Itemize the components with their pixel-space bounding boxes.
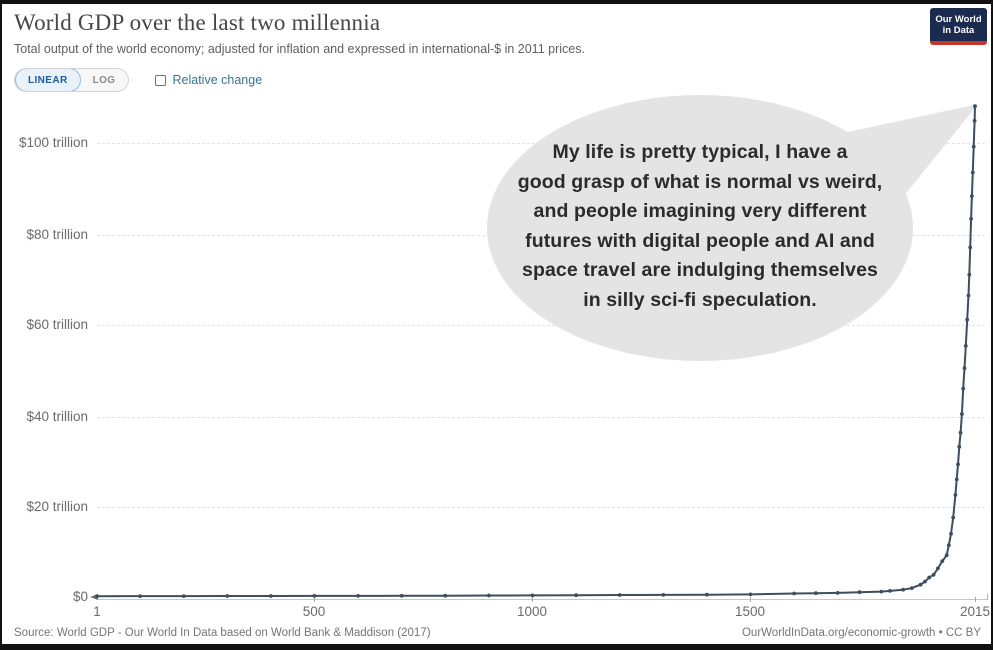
y-tick-label-60t: $60 trillion [26,317,88,332]
bubble-line-5: space travel are indulging themselves [522,259,878,281]
frame-border-top [0,0,993,4]
log-button[interactable]: LOG [92,74,116,86]
gridline-40t [97,417,985,418]
speech-bubble: My life is pretty typical, I have a good… [480,88,993,380]
bubble-line-4: futures with digital people and AI and [525,229,875,252]
chart-title: World GDP over the last two millennia [14,10,381,35]
owid-logo-line2: in Data [942,24,975,36]
relative-change-label: Relative change [172,73,263,87]
x-tick-label-500: 500 [302,604,326,619]
frame-border-left [0,0,2,650]
y-tick-label-0: $0 [72,589,88,604]
y-tick-label-20t: $20 trillion [26,499,88,514]
x-tick-500 [314,597,315,602]
chart-controls: LINEAR LOG Relative change [14,68,262,92]
owid-logo-line1: Our World [935,13,982,25]
frame-border-right [991,0,993,650]
owid-logo[interactable]: Our World in Data [930,8,987,45]
x-tick-1000 [532,597,533,602]
y-tick-label-80t: $80 trillion [26,227,88,242]
x-axis-end-tick [987,594,988,600]
x-axis [97,599,988,600]
x-tick-label-2015: 2015 [959,604,991,619]
bubble-line-3: and people imagining very different [533,200,867,222]
speech-bubble-text: My life is pretty typical, I have a good… [492,138,908,315]
bubble-line-1: My life is pretty typical, I have a [552,141,848,163]
x-tick-label-1000: 1000 [516,604,548,619]
x-tick-1500 [750,597,751,602]
attribution-link[interactable]: OurWorldInData.org/economic-growth • CC … [741,627,981,639]
bubble-line-2: good grasp of what is normal vs weird, [517,170,883,193]
chart-subtitle: Total output of the world economy; adjus… [14,42,585,56]
relative-change-control[interactable]: Relative change [154,73,263,87]
relative-change-checkbox[interactable] [154,74,166,86]
bubble-line-6: in silly sci-fi speculation. [583,288,817,311]
scale-toggle: LINEAR LOG [14,68,129,92]
x-tick-label-1: 1 [93,604,101,619]
frame-border-bottom [0,644,993,650]
y-tick-label-100t: $100 trillion [18,135,88,150]
gridline-20t [97,507,985,508]
x-tick-label-1500: 1500 [734,604,766,619]
linear-button[interactable]: LINEAR [15,69,81,91]
source-note: Source: World GDP - Our World In Data ba… [14,627,431,639]
x-tick-2015 [975,597,976,602]
y-tick-label-40t: $40 trillion [26,409,88,424]
